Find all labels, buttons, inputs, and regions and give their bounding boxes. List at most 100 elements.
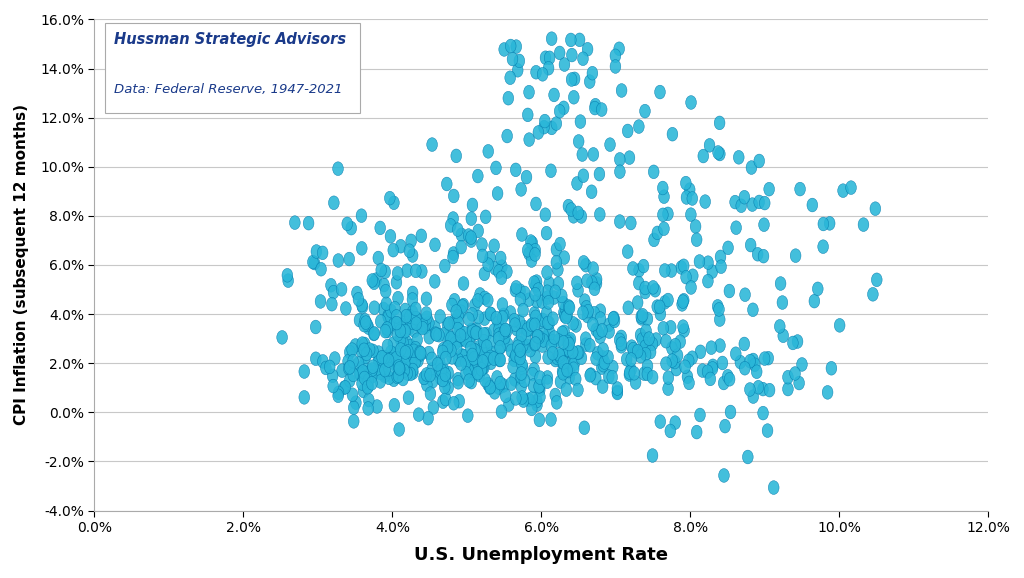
Ellipse shape	[420, 320, 430, 334]
Ellipse shape	[715, 250, 726, 264]
Ellipse shape	[391, 275, 401, 289]
Ellipse shape	[497, 260, 507, 273]
Ellipse shape	[463, 229, 474, 242]
Ellipse shape	[309, 256, 319, 270]
Ellipse shape	[384, 352, 394, 366]
Ellipse shape	[469, 351, 479, 365]
Ellipse shape	[326, 279, 336, 292]
Ellipse shape	[575, 114, 586, 128]
Ellipse shape	[663, 382, 674, 395]
Ellipse shape	[299, 391, 309, 404]
Ellipse shape	[466, 323, 477, 337]
Ellipse shape	[408, 366, 418, 380]
Ellipse shape	[592, 346, 603, 360]
Ellipse shape	[437, 345, 447, 359]
Ellipse shape	[550, 353, 561, 367]
Ellipse shape	[659, 264, 670, 277]
Ellipse shape	[591, 371, 601, 385]
Ellipse shape	[458, 298, 469, 312]
Ellipse shape	[401, 366, 413, 380]
Ellipse shape	[494, 265, 504, 279]
Ellipse shape	[362, 402, 374, 416]
Ellipse shape	[515, 370, 526, 384]
Ellipse shape	[777, 296, 787, 309]
Ellipse shape	[579, 255, 589, 269]
Ellipse shape	[416, 229, 427, 243]
Ellipse shape	[459, 327, 470, 340]
Ellipse shape	[390, 316, 400, 330]
Ellipse shape	[516, 379, 526, 393]
Ellipse shape	[490, 351, 501, 364]
Ellipse shape	[453, 223, 463, 236]
Ellipse shape	[595, 312, 606, 325]
Ellipse shape	[640, 347, 651, 361]
Ellipse shape	[529, 338, 541, 351]
Ellipse shape	[666, 320, 676, 334]
Ellipse shape	[342, 217, 352, 231]
Ellipse shape	[401, 264, 413, 277]
Ellipse shape	[753, 380, 764, 394]
Ellipse shape	[488, 323, 500, 337]
Ellipse shape	[736, 199, 746, 213]
Ellipse shape	[497, 298, 508, 312]
Ellipse shape	[581, 301, 592, 314]
Ellipse shape	[705, 139, 715, 152]
Ellipse shape	[715, 339, 725, 353]
Ellipse shape	[658, 190, 670, 203]
Ellipse shape	[760, 196, 770, 210]
Ellipse shape	[550, 388, 560, 402]
Ellipse shape	[684, 183, 695, 197]
Ellipse shape	[657, 208, 669, 222]
Ellipse shape	[762, 424, 773, 438]
Ellipse shape	[481, 327, 492, 341]
Ellipse shape	[375, 221, 386, 235]
Ellipse shape	[376, 364, 387, 377]
Ellipse shape	[379, 350, 390, 364]
Ellipse shape	[648, 280, 658, 294]
Ellipse shape	[514, 54, 524, 68]
Ellipse shape	[485, 307, 496, 321]
Ellipse shape	[444, 340, 456, 354]
Ellipse shape	[402, 344, 413, 358]
Ellipse shape	[333, 386, 344, 400]
Ellipse shape	[543, 291, 553, 305]
Ellipse shape	[549, 291, 559, 305]
Ellipse shape	[679, 324, 689, 338]
Ellipse shape	[494, 332, 504, 346]
Ellipse shape	[412, 312, 422, 325]
Ellipse shape	[463, 364, 474, 377]
Ellipse shape	[357, 365, 369, 379]
Ellipse shape	[476, 362, 486, 376]
Ellipse shape	[454, 353, 464, 367]
Ellipse shape	[364, 393, 374, 407]
Ellipse shape	[467, 198, 478, 212]
Ellipse shape	[315, 295, 326, 308]
Ellipse shape	[660, 357, 672, 370]
Ellipse shape	[379, 369, 390, 383]
Ellipse shape	[485, 336, 496, 349]
Ellipse shape	[449, 247, 459, 260]
Ellipse shape	[472, 366, 483, 380]
Ellipse shape	[559, 325, 569, 339]
Ellipse shape	[623, 301, 634, 314]
Ellipse shape	[372, 399, 382, 413]
Ellipse shape	[419, 371, 429, 385]
Ellipse shape	[667, 127, 678, 141]
Ellipse shape	[395, 324, 406, 338]
Ellipse shape	[400, 314, 411, 327]
Ellipse shape	[812, 282, 823, 296]
Y-axis label: CPI Inflation (subsequent 12 months): CPI Inflation (subsequent 12 months)	[14, 105, 29, 425]
Ellipse shape	[439, 259, 451, 273]
Ellipse shape	[655, 415, 666, 428]
Ellipse shape	[517, 339, 528, 353]
Ellipse shape	[506, 344, 517, 358]
Ellipse shape	[420, 318, 430, 332]
Ellipse shape	[632, 295, 643, 309]
Ellipse shape	[542, 331, 552, 344]
Ellipse shape	[482, 258, 494, 272]
Ellipse shape	[442, 366, 454, 380]
Ellipse shape	[361, 347, 372, 361]
Ellipse shape	[613, 42, 625, 55]
Ellipse shape	[554, 105, 565, 118]
Ellipse shape	[391, 352, 402, 365]
